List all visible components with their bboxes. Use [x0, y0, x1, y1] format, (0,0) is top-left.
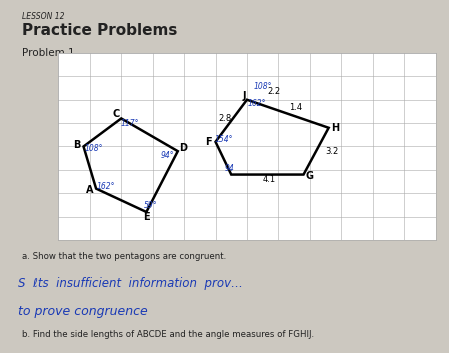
- Text: D: D: [180, 143, 188, 153]
- Text: Problem 1: Problem 1: [22, 48, 75, 58]
- Text: to prove congruence: to prove congruence: [18, 305, 148, 318]
- Text: H: H: [331, 123, 339, 133]
- Text: a. Show that the two pentagons are congruent.: a. Show that the two pentagons are congr…: [22, 252, 227, 261]
- Text: C: C: [113, 109, 120, 119]
- Text: 162°: 162°: [247, 100, 266, 108]
- Text: F: F: [205, 137, 212, 147]
- Text: S  ℓts  insufficient  information  prov…: S ℓts insufficient information prov…: [18, 277, 243, 290]
- Text: Practice Problems: Practice Problems: [22, 23, 178, 38]
- Text: J: J: [243, 90, 246, 101]
- Text: G: G: [306, 171, 314, 181]
- Text: 2.8: 2.8: [218, 114, 232, 123]
- Text: 2.2: 2.2: [267, 87, 280, 96]
- Text: 162°: 162°: [96, 182, 115, 191]
- Text: 59°: 59°: [144, 201, 158, 210]
- Text: A: A: [86, 185, 93, 195]
- Text: 108°: 108°: [84, 144, 103, 153]
- Text: 94°: 94°: [161, 151, 175, 160]
- Text: 154°: 154°: [215, 135, 233, 144]
- Text: LESSON 12: LESSON 12: [22, 12, 65, 21]
- Text: 3.2: 3.2: [325, 147, 339, 156]
- Text: E: E: [143, 212, 150, 222]
- Text: 1.4: 1.4: [289, 103, 302, 112]
- Text: 94: 94: [225, 164, 234, 173]
- Text: B: B: [73, 140, 80, 150]
- Text: 108°: 108°: [253, 82, 272, 91]
- Text: 117°: 117°: [121, 119, 139, 128]
- Text: b. Find the side lengths of ABCDE and the angle measures of FGHIJ.: b. Find the side lengths of ABCDE and th…: [22, 330, 315, 339]
- Text: 4.1: 4.1: [262, 175, 276, 184]
